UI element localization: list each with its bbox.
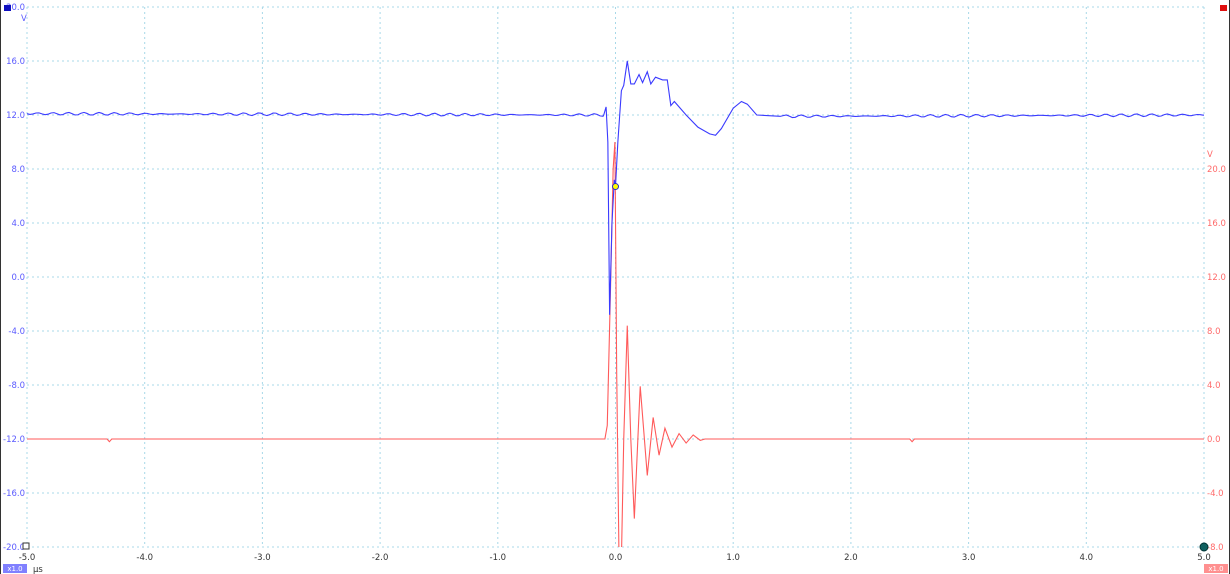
- channel-a-trace: [27, 60, 1204, 315]
- x-tick-label: 4.0: [1080, 553, 1094, 563]
- right-y-tick-label: -8.0: [1207, 543, 1224, 553]
- channel-a-zoom-label: x1.0: [7, 565, 22, 573]
- left-y-tick-label: -20.0: [3, 543, 25, 553]
- left-y-tick-label: 0.0: [11, 273, 25, 283]
- x-tick-label: 3.0: [962, 553, 976, 563]
- left-y-tick-label: 8.0: [11, 165, 25, 175]
- ruler-handle-icon[interactable]: [1199, 542, 1209, 552]
- x-tick-label: 2.0: [844, 553, 858, 563]
- left-y-tick-label: -16.0: [3, 489, 25, 499]
- right-y-tick-label: 8.0: [1207, 327, 1221, 337]
- x-tick-label: -4.0: [136, 553, 153, 563]
- left-y-tick-label: -8.0: [8, 381, 25, 391]
- right-y-tick-label: 16.0: [1207, 219, 1226, 229]
- channel-b-marker-icon[interactable]: [1220, 5, 1227, 11]
- tick-labels: -5.0 -4.0 -3.0 -2.0 -1.0 0.0 1.0 2.0 3.0 4.0 5.0 20…: [3, 3, 1226, 563]
- left-axis-unit: V: [21, 14, 27, 24]
- x-tick-label: -1.0: [490, 553, 507, 563]
- left-y-tick-label: -12.0: [3, 435, 25, 445]
- time-ruler-handle-icon[interactable]: [22, 542, 30, 550]
- right-y-tick-label: 0.0: [1207, 435, 1221, 445]
- left-y-tick-label: 20.0: [6, 3, 25, 13]
- right-axis-unit: V: [1207, 150, 1213, 160]
- x-tick-label: -2.0: [372, 553, 389, 563]
- channel-b-trace: [27, 141, 1204, 547]
- channel-b-zoom-badge[interactable]: [1204, 564, 1228, 573]
- right-y-tick-label: 20.0: [1207, 165, 1226, 175]
- left-y-tick-label: -4.0: [8, 327, 25, 337]
- left-y-tick-label: 4.0: [11, 219, 25, 229]
- right-y-tick-label: 12.0: [1207, 273, 1226, 283]
- left-y-tick-label: 16.0: [6, 57, 25, 67]
- x-tick-label: 5.0: [1197, 553, 1211, 563]
- channel-a-marker-icon[interactable]: [4, 5, 11, 11]
- right-y-tick-label: 4.0: [1207, 381, 1221, 391]
- right-y-tick-label: -4.0: [1207, 489, 1224, 499]
- left-y-tick-label: 12.0: [6, 111, 25, 121]
- x-tick-label: -3.0: [254, 553, 271, 563]
- channel-b-zoom-label: x1.0: [1208, 565, 1223, 573]
- trigger-marker-icon[interactable]: [612, 183, 619, 191]
- x-tick-label: 1.0: [726, 553, 740, 563]
- traces: [27, 60, 1204, 547]
- x-axis-unit: µs: [33, 565, 43, 574]
- x-tick-label: -5.0: [19, 553, 36, 563]
- channel-a-zoom-badge[interactable]: [3, 564, 27, 573]
- x-tick-label: 0.0: [609, 553, 623, 563]
